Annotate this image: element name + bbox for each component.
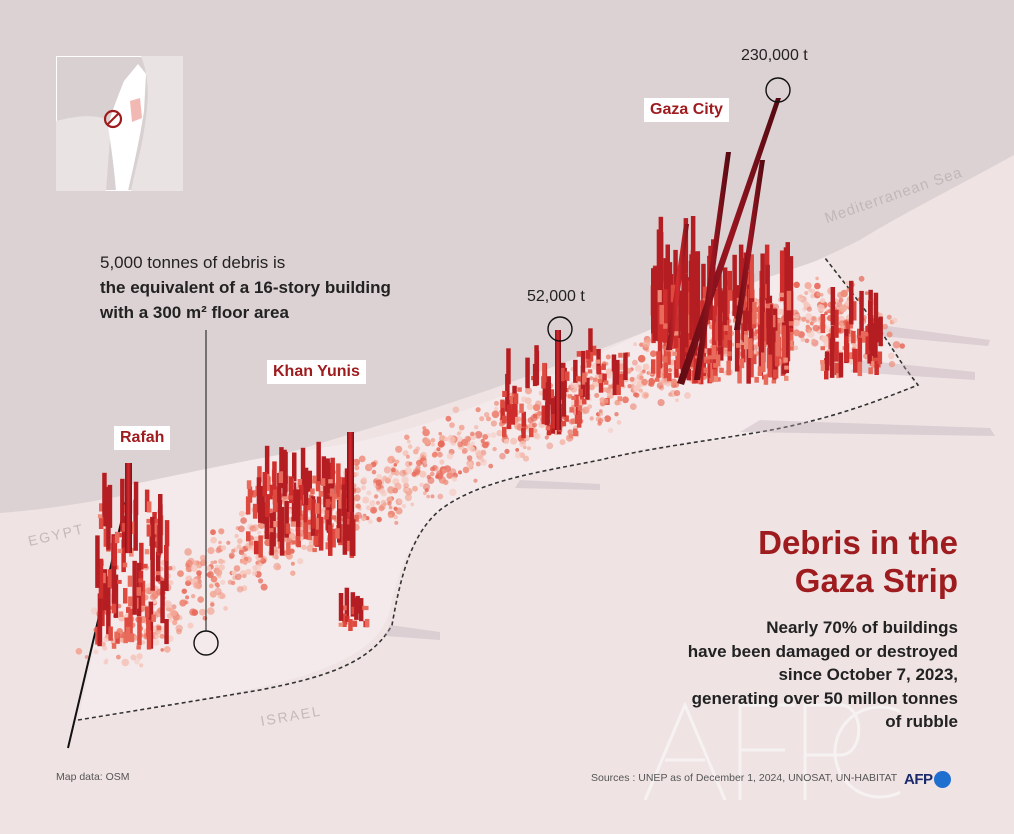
peak-bar-gaza-3 xyxy=(734,160,765,330)
afp-logo-dot xyxy=(933,770,951,788)
legend-line-1: 5,000 tonnes of debris is xyxy=(100,253,286,272)
title-line-2: Gaza Strip xyxy=(794,562,958,599)
annotation-230000: 230,000 t xyxy=(741,47,808,64)
subtitle-line-5: of rubble xyxy=(885,712,958,731)
marker-circle-52000 xyxy=(547,316,573,342)
city-label-rafah: Rafah xyxy=(114,426,171,450)
inset-gaza-marker xyxy=(103,109,123,129)
subtitle-line-1: Nearly 70% of buildings xyxy=(766,618,958,637)
afp-logo-text: AFP xyxy=(904,770,933,788)
shadows xyxy=(385,325,995,640)
city-label-gaza-city: Gaza City xyxy=(644,98,729,122)
page-subtitle: Nearly 70% of buildings have been damage… xyxy=(618,616,958,734)
inset-gaza-marker-slash xyxy=(107,113,119,125)
afp-watermark-icon xyxy=(643,701,900,801)
page-title: Debris in the Gaza Strip xyxy=(758,524,958,600)
subtitle-line-3: since October 7, 2023, xyxy=(778,665,958,684)
title-line-1: Debris in the xyxy=(758,524,958,561)
peak-bar-middle-52000 xyxy=(555,330,561,430)
inset-locator-map xyxy=(56,56,183,191)
mediterranean-sea-area xyxy=(0,0,1014,513)
peak-bar-gaza-2 xyxy=(694,152,731,380)
debris-bars xyxy=(95,216,883,650)
inset-palestine-west-bank xyxy=(130,98,142,122)
inset-land-east xyxy=(131,56,183,191)
peak-bars xyxy=(125,98,781,553)
strip-border xyxy=(77,257,920,721)
peak-bar-gaza-230000 xyxy=(677,98,781,385)
scale-legend: 5,000 tonnes of debris is the equivalent… xyxy=(100,250,430,325)
peak-bar-gaza-4 xyxy=(666,224,689,350)
afp-logo: AFP xyxy=(904,768,951,790)
marker-circle-230000 xyxy=(765,77,791,103)
sources-credit: Sources : UNEP as of December 1, 2024, U… xyxy=(591,772,898,784)
peak-bar-rafah xyxy=(125,463,132,553)
city-label-khan-yunis: Khan Yunis xyxy=(267,360,366,384)
inset-land-west xyxy=(56,116,111,191)
subtitle-line-2: have been damaged or destroyed xyxy=(687,641,958,661)
subtitle-line-4: generating over 50 millon tonnes xyxy=(691,688,958,708)
map-data-credit: Map data: OSM xyxy=(56,771,130,783)
peak-bar-khan-yunis xyxy=(347,432,354,512)
legend-line-2: the equivalent of a 16-story building xyxy=(100,278,391,297)
legend-line-3: with a 300 m² floor area xyxy=(100,303,289,322)
inset-israel xyxy=(108,64,146,191)
annotation-52000: 52,000 t xyxy=(527,288,585,305)
